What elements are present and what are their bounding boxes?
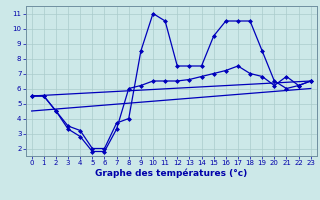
- X-axis label: Graphe des températures (°c): Graphe des températures (°c): [95, 169, 247, 178]
